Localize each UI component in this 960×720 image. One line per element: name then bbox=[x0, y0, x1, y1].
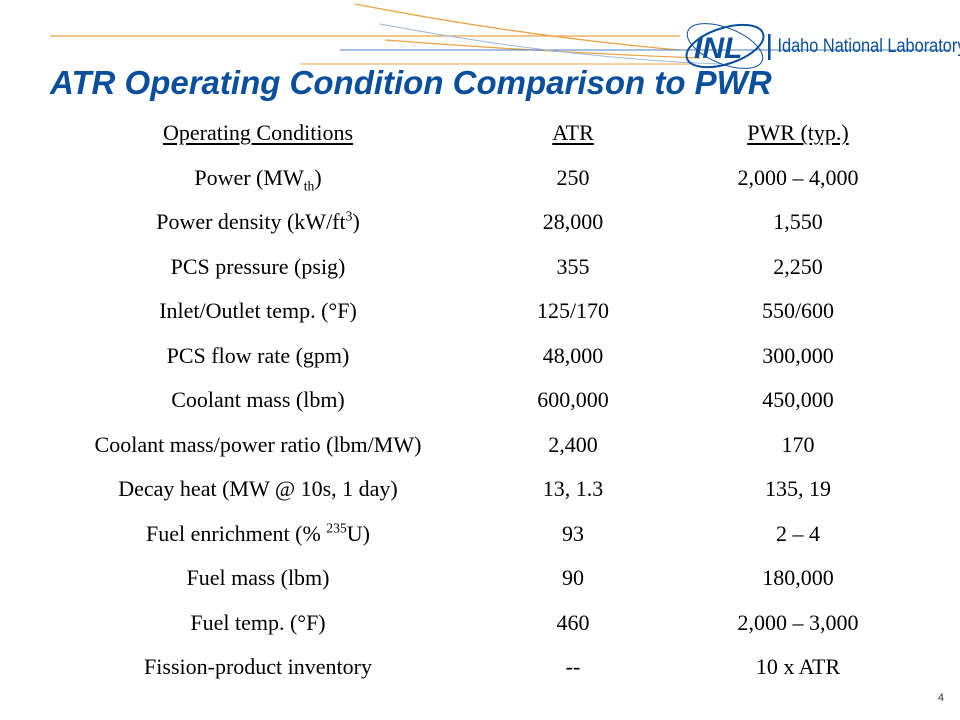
table-row: Fuel temp. (°F) 460 2,000 – 3,000 bbox=[48, 601, 918, 646]
condition-cell: Fuel mass (lbm) bbox=[186, 565, 330, 591]
table-row: Fuel mass (lbm) 90 180,000 bbox=[48, 556, 918, 601]
atr-value-cell: 48,000 bbox=[542, 342, 604, 368]
atr-value-cell: 125/170 bbox=[536, 298, 610, 324]
condition-cell: Coolant mass (lbm) bbox=[171, 387, 345, 413]
condition-cell: PCS pressure (psig) bbox=[170, 253, 346, 279]
pwr-value-cell: 2 – 4 bbox=[776, 520, 820, 546]
atr-value-cell: 13, 1.3 bbox=[542, 476, 604, 502]
table-row: Fission-product inventory -- 10 x ATR bbox=[48, 645, 918, 690]
table-row: Inlet/Outlet temp. (°F) 125/170 550/600 bbox=[48, 289, 918, 334]
condition-cell: PCS flow rate (gpm) bbox=[166, 342, 350, 368]
table-row: PCS pressure (psig) 355 2,250 bbox=[48, 245, 918, 290]
svg-text:INL: INL bbox=[694, 32, 742, 65]
condition-cell: Coolant mass/power ratio (lbm/MW) bbox=[94, 431, 422, 457]
comparison-table: Operating Conditions ATR PWR (typ.) Powe… bbox=[48, 111, 918, 690]
table-row: PCS flow rate (gpm) 48,000 300,000 bbox=[48, 334, 918, 379]
pwr-value-cell: 180,000 bbox=[762, 565, 834, 591]
condition-cell: Inlet/Outlet temp. (°F) bbox=[159, 298, 357, 324]
column-header-atr: ATR bbox=[552, 120, 594, 146]
table-row: Coolant mass (lbm) 600,000 450,000 bbox=[48, 378, 918, 423]
pwr-value-cell: 135, 19 bbox=[765, 476, 831, 502]
atr-value-cell: 28,000 bbox=[542, 209, 604, 235]
pwr-value-cell: 170 bbox=[781, 431, 815, 457]
column-header-pwr: PWR (typ.) bbox=[747, 120, 849, 146]
table-row: Power density (kW/ft3) 28,000 1,550 bbox=[48, 200, 918, 245]
condition-cell: Power (MWth) bbox=[194, 164, 322, 194]
atr-value-cell: 460 bbox=[556, 609, 590, 635]
condition-cell: Fission-product inventory bbox=[144, 654, 372, 680]
page-title: ATR Operating Condition Comparison to PW… bbox=[50, 64, 772, 101]
table-row: Decay heat (MW @ 10s, 1 day) 13, 1.3 135, … bbox=[48, 467, 918, 512]
condition-cell: Power density (kW/ft3) bbox=[156, 208, 360, 235]
atr-value-cell: -- bbox=[565, 654, 581, 680]
atr-value-cell: 90 bbox=[562, 565, 584, 591]
header-swoosh-lines bbox=[50, 3, 950, 65]
pwr-value-cell: 1,550 bbox=[773, 209, 823, 235]
pwr-value-cell: 2,000 – 4,000 bbox=[737, 164, 859, 190]
pwr-value-cell: 550/600 bbox=[761, 298, 835, 324]
pwr-value-cell: 450,000 bbox=[762, 387, 834, 413]
pwr-value-cell: 10 x ATR bbox=[755, 654, 841, 680]
pwr-value-cell: 300,000 bbox=[762, 342, 834, 368]
condition-cell: Fuel enrichment (% 235U) bbox=[146, 520, 370, 546]
logo-wordmark: Idaho National Laboratory bbox=[768, 34, 960, 60]
atr-value-cell: 2,400 bbox=[548, 431, 598, 457]
atr-value-cell: 355 bbox=[556, 253, 590, 279]
pwr-value-cell: 2,000 – 3,000 bbox=[737, 609, 859, 635]
table-row: Power (MWth) 250 2,000 – 4,000 bbox=[48, 156, 918, 201]
column-header-conditions: Operating Conditions bbox=[162, 120, 354, 146]
inl-logo-mark: INL bbox=[685, 23, 765, 69]
table-row: Coolant mass/power ratio (lbm/MW) 2,400 17… bbox=[48, 423, 918, 468]
table-header-row: Operating Conditions ATR PWR (typ.) bbox=[48, 111, 918, 156]
table-row: Fuel enrichment (% 235U) 93 2 – 4 bbox=[48, 512, 918, 557]
atr-value-cell: 250 bbox=[556, 164, 590, 190]
atr-value-cell: 600,000 bbox=[537, 387, 609, 413]
condition-cell: Decay heat (MW @ 10s, 1 day) bbox=[118, 476, 398, 502]
inl-logo: INL Idaho National Laboratory bbox=[680, 14, 960, 74]
page-number: 4 bbox=[937, 692, 944, 704]
pwr-value-cell: 2,250 bbox=[773, 253, 823, 279]
condition-cell: Fuel temp. (°F) bbox=[190, 609, 326, 635]
atr-value-cell: 93 bbox=[562, 520, 584, 546]
